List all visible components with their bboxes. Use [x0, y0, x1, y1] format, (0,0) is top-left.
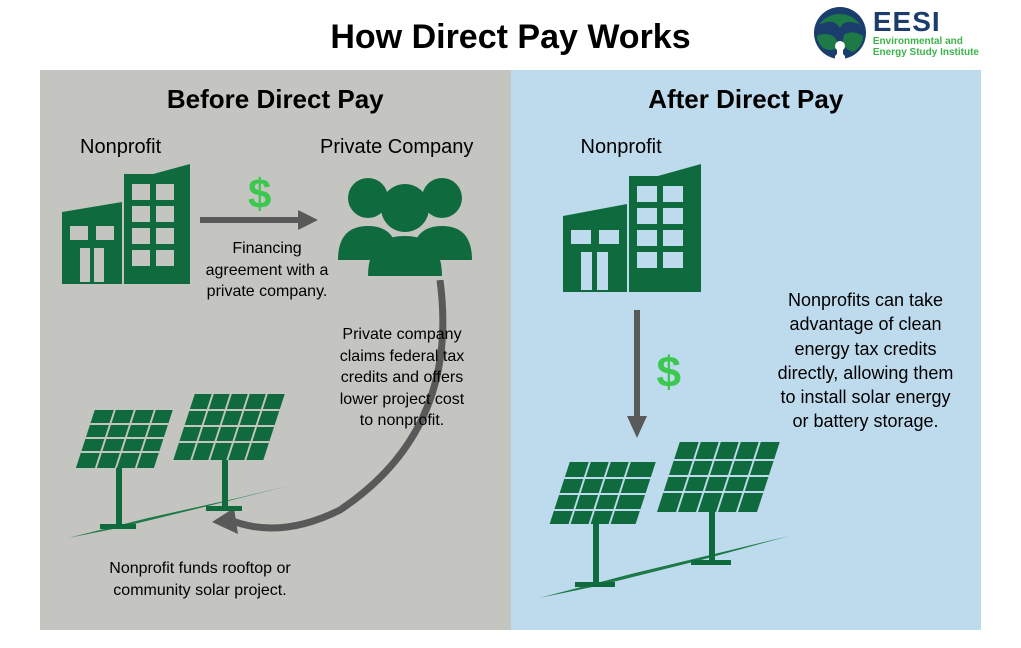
after-body-text: Nonprofits can take advantage of clean e… — [773, 288, 959, 434]
dollar-icon: $ — [657, 348, 681, 398]
eesi-logo: EESI Environmental and Energy Study Inst… — [813, 6, 979, 60]
dollar-icon: $ — [248, 170, 271, 218]
before-company-label: Private Company — [320, 136, 473, 159]
after-heading: After Direct Pay — [511, 84, 982, 115]
panel-after: After Direct Pay Nonprofit — [511, 70, 982, 630]
globe-icon — [813, 6, 867, 60]
panel-before: Before Direct Pay Nonprofit — [40, 70, 511, 630]
people-icon — [330, 170, 480, 280]
solar-panels-icon — [531, 440, 791, 610]
logo-acronym: EESI — [873, 8, 979, 36]
before-heading: Before Direct Pay — [40, 84, 511, 115]
before-step3-text: Nonprofit funds rooftop or community sol… — [80, 558, 320, 601]
before-step2-text: Private company claims federal tax credi… — [332, 324, 472, 432]
solar-panels-icon — [58, 390, 288, 550]
after-nonprofit-label: Nonprofit — [581, 136, 662, 159]
building-icon — [62, 164, 192, 284]
panels-container: Before Direct Pay Nonprofit — [40, 70, 981, 630]
arrow-down-icon — [625, 310, 649, 440]
logo-subtitle: Environmental and Energy Study Institute — [873, 36, 979, 58]
before-nonprofit-label: Nonprofit — [80, 136, 161, 159]
building-icon — [563, 164, 703, 292]
